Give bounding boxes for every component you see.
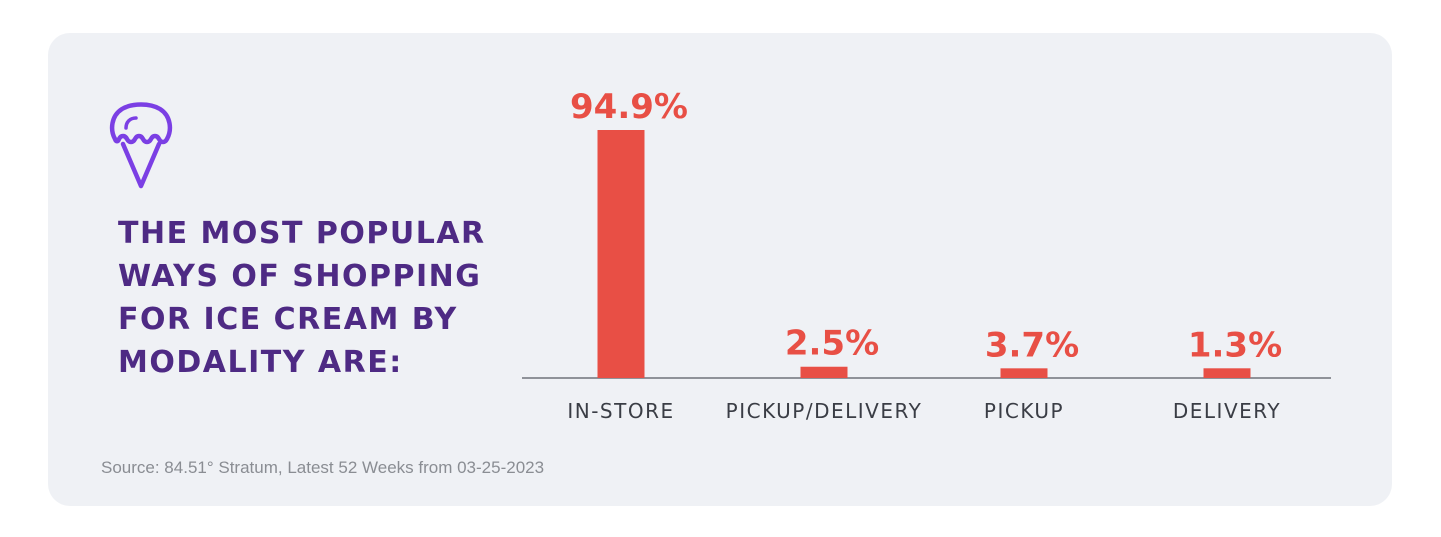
- value-label: 2.5%: [785, 324, 879, 364]
- ice-cream-cone-icon: [106, 100, 176, 195]
- bar-pickup: [1000, 368, 1048, 378]
- value-label: 3.7%: [985, 325, 1079, 365]
- category-label: PICKUP: [984, 399, 1064, 423]
- bar-pickup-delivery: [800, 366, 848, 378]
- value-label: 94.9%: [570, 87, 688, 127]
- chart-headline: THE MOST POPULAR WAYS OF SHOPPING FOR IC…: [118, 216, 486, 380]
- category-label: IN-STORE: [567, 399, 674, 423]
- category-label: PICKUP/DELIVERY: [726, 399, 923, 423]
- bar-in-store: [597, 130, 645, 378]
- chart-card: [48, 33, 1392, 506]
- category-label: DELIVERY: [1173, 399, 1281, 423]
- value-label: 1.3%: [1188, 325, 1282, 365]
- source-note: Source: 84.51° Stratum, Latest 52 Weeks …: [101, 458, 545, 477]
- bar-delivery: [1203, 368, 1251, 378]
